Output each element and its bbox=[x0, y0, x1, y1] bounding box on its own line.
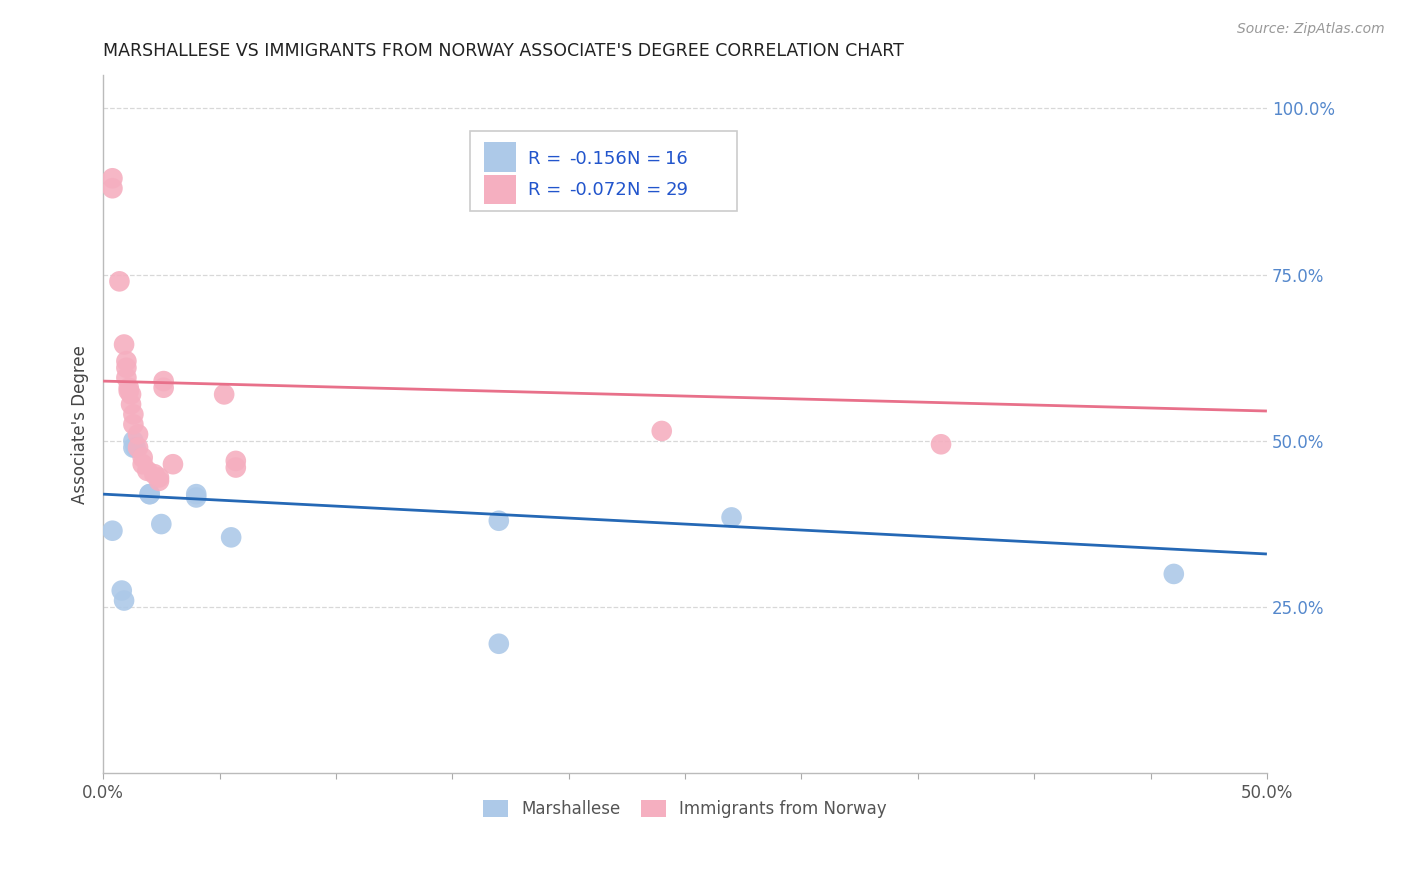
Point bbox=[101, 171, 124, 186]
Point bbox=[186, 491, 208, 505]
Point bbox=[120, 387, 142, 401]
Point bbox=[122, 408, 145, 422]
Point bbox=[122, 441, 145, 455]
Point bbox=[143, 467, 166, 482]
Point bbox=[125, 441, 148, 455]
Text: N =: N = bbox=[627, 181, 666, 200]
Text: -0.156: -0.156 bbox=[568, 150, 627, 168]
Point bbox=[101, 524, 124, 538]
Point bbox=[138, 487, 160, 501]
Y-axis label: Associate's Degree: Associate's Degree bbox=[72, 345, 89, 504]
Point bbox=[150, 517, 173, 532]
Point bbox=[651, 424, 673, 438]
Point bbox=[122, 434, 145, 448]
FancyBboxPatch shape bbox=[470, 131, 737, 211]
Text: N =: N = bbox=[627, 150, 666, 168]
Point bbox=[131, 450, 153, 465]
Point bbox=[118, 381, 141, 395]
Point bbox=[120, 397, 142, 411]
Point bbox=[152, 374, 174, 388]
Point bbox=[136, 464, 159, 478]
Text: Source: ZipAtlas.com: Source: ZipAtlas.com bbox=[1237, 22, 1385, 37]
Point bbox=[225, 454, 247, 468]
FancyBboxPatch shape bbox=[484, 175, 516, 204]
Point bbox=[225, 460, 247, 475]
Point bbox=[122, 417, 145, 432]
Point bbox=[1163, 566, 1185, 581]
Point bbox=[148, 470, 170, 484]
Point bbox=[148, 474, 170, 488]
Text: MARSHALLESE VS IMMIGRANTS FROM NORWAY ASSOCIATE'S DEGREE CORRELATION CHART: MARSHALLESE VS IMMIGRANTS FROM NORWAY AS… bbox=[103, 42, 904, 60]
Text: 16: 16 bbox=[665, 150, 688, 168]
Point bbox=[118, 384, 141, 398]
FancyBboxPatch shape bbox=[484, 142, 516, 171]
Point bbox=[929, 437, 952, 451]
Point bbox=[112, 337, 135, 351]
Point bbox=[127, 427, 149, 442]
Point bbox=[115, 371, 138, 385]
Point bbox=[138, 487, 160, 501]
Legend: Marshallese, Immigrants from Norway: Marshallese, Immigrants from Norway bbox=[477, 793, 893, 824]
Point bbox=[186, 487, 208, 501]
Point bbox=[115, 354, 138, 368]
Text: R =: R = bbox=[527, 150, 567, 168]
Point bbox=[720, 510, 742, 524]
Point bbox=[108, 274, 131, 288]
Point bbox=[115, 360, 138, 375]
Point bbox=[152, 381, 174, 395]
Text: -0.072: -0.072 bbox=[568, 181, 627, 200]
Point bbox=[131, 457, 153, 471]
Point bbox=[488, 637, 510, 651]
Point bbox=[101, 181, 124, 195]
Point bbox=[212, 387, 235, 401]
Point bbox=[111, 583, 134, 598]
Point bbox=[488, 514, 510, 528]
Point bbox=[162, 457, 184, 471]
Point bbox=[112, 593, 135, 607]
Text: R =: R = bbox=[527, 181, 567, 200]
Point bbox=[127, 441, 149, 455]
Text: 29: 29 bbox=[665, 181, 688, 200]
Point bbox=[219, 530, 242, 544]
